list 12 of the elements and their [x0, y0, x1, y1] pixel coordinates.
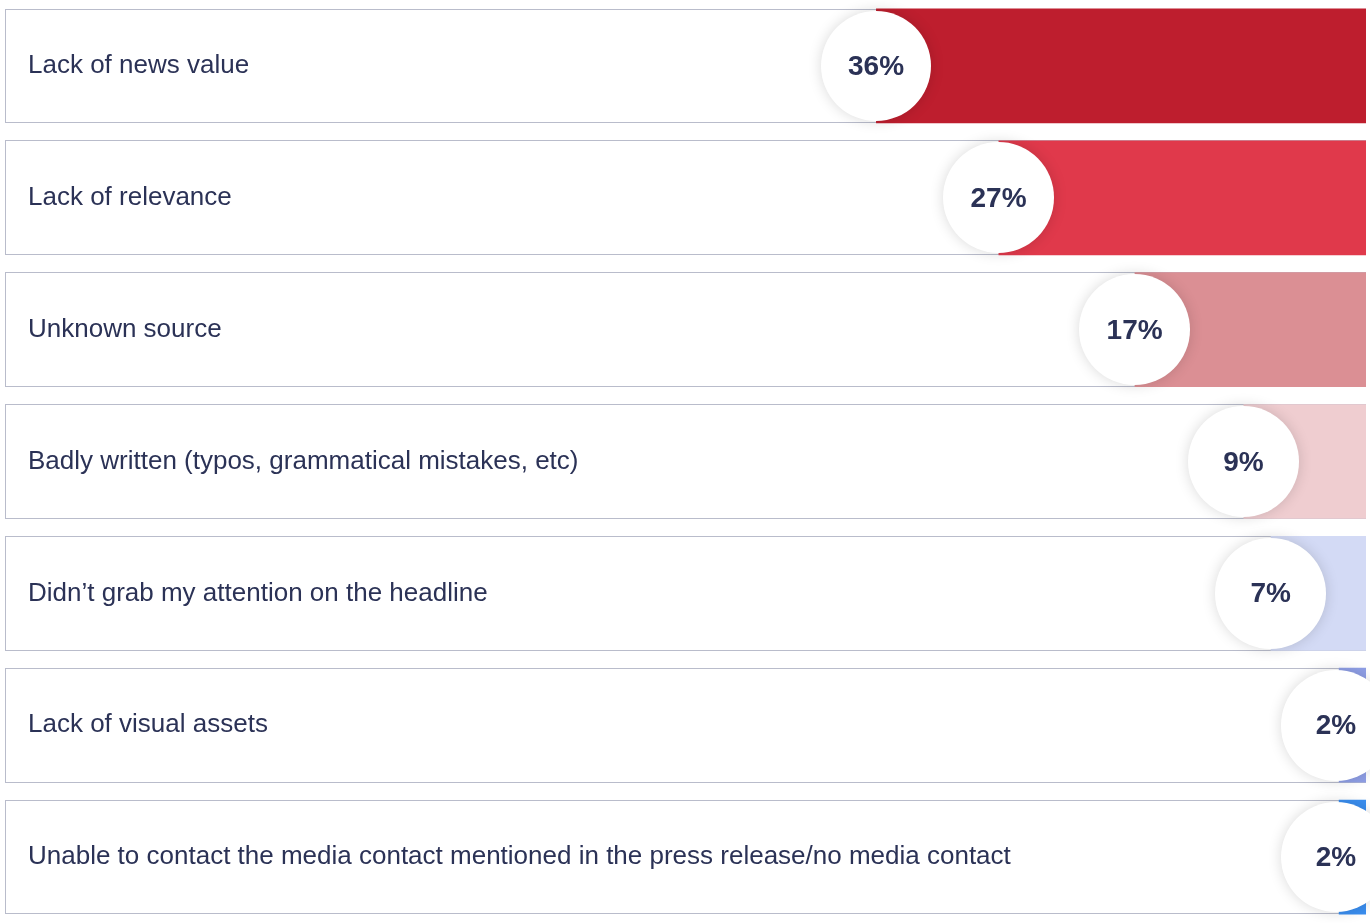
data-label: 9%: [1223, 445, 1264, 478]
y-tick-label: Didn’t grab my attention on the headline: [28, 576, 488, 607]
y-tick-label: Unable to contact the media contact mentioned in the press release/no media contact: [28, 840, 1012, 871]
data-label: 7%: [1250, 577, 1291, 610]
y-tick-label: Lack of visual assets: [28, 708, 268, 739]
y-tick-label: Lack of news value: [28, 49, 250, 80]
y-tick-label: Badly written (typos, grammatical mistakes, etc): [28, 444, 579, 475]
data-label: 36%: [848, 49, 905, 82]
y-tick-label: Unknown source: [28, 312, 222, 343]
data-label: 27%: [970, 181, 1027, 214]
data-label: 17%: [1106, 313, 1163, 346]
y-tick-label: Lack of relevance: [28, 180, 232, 211]
